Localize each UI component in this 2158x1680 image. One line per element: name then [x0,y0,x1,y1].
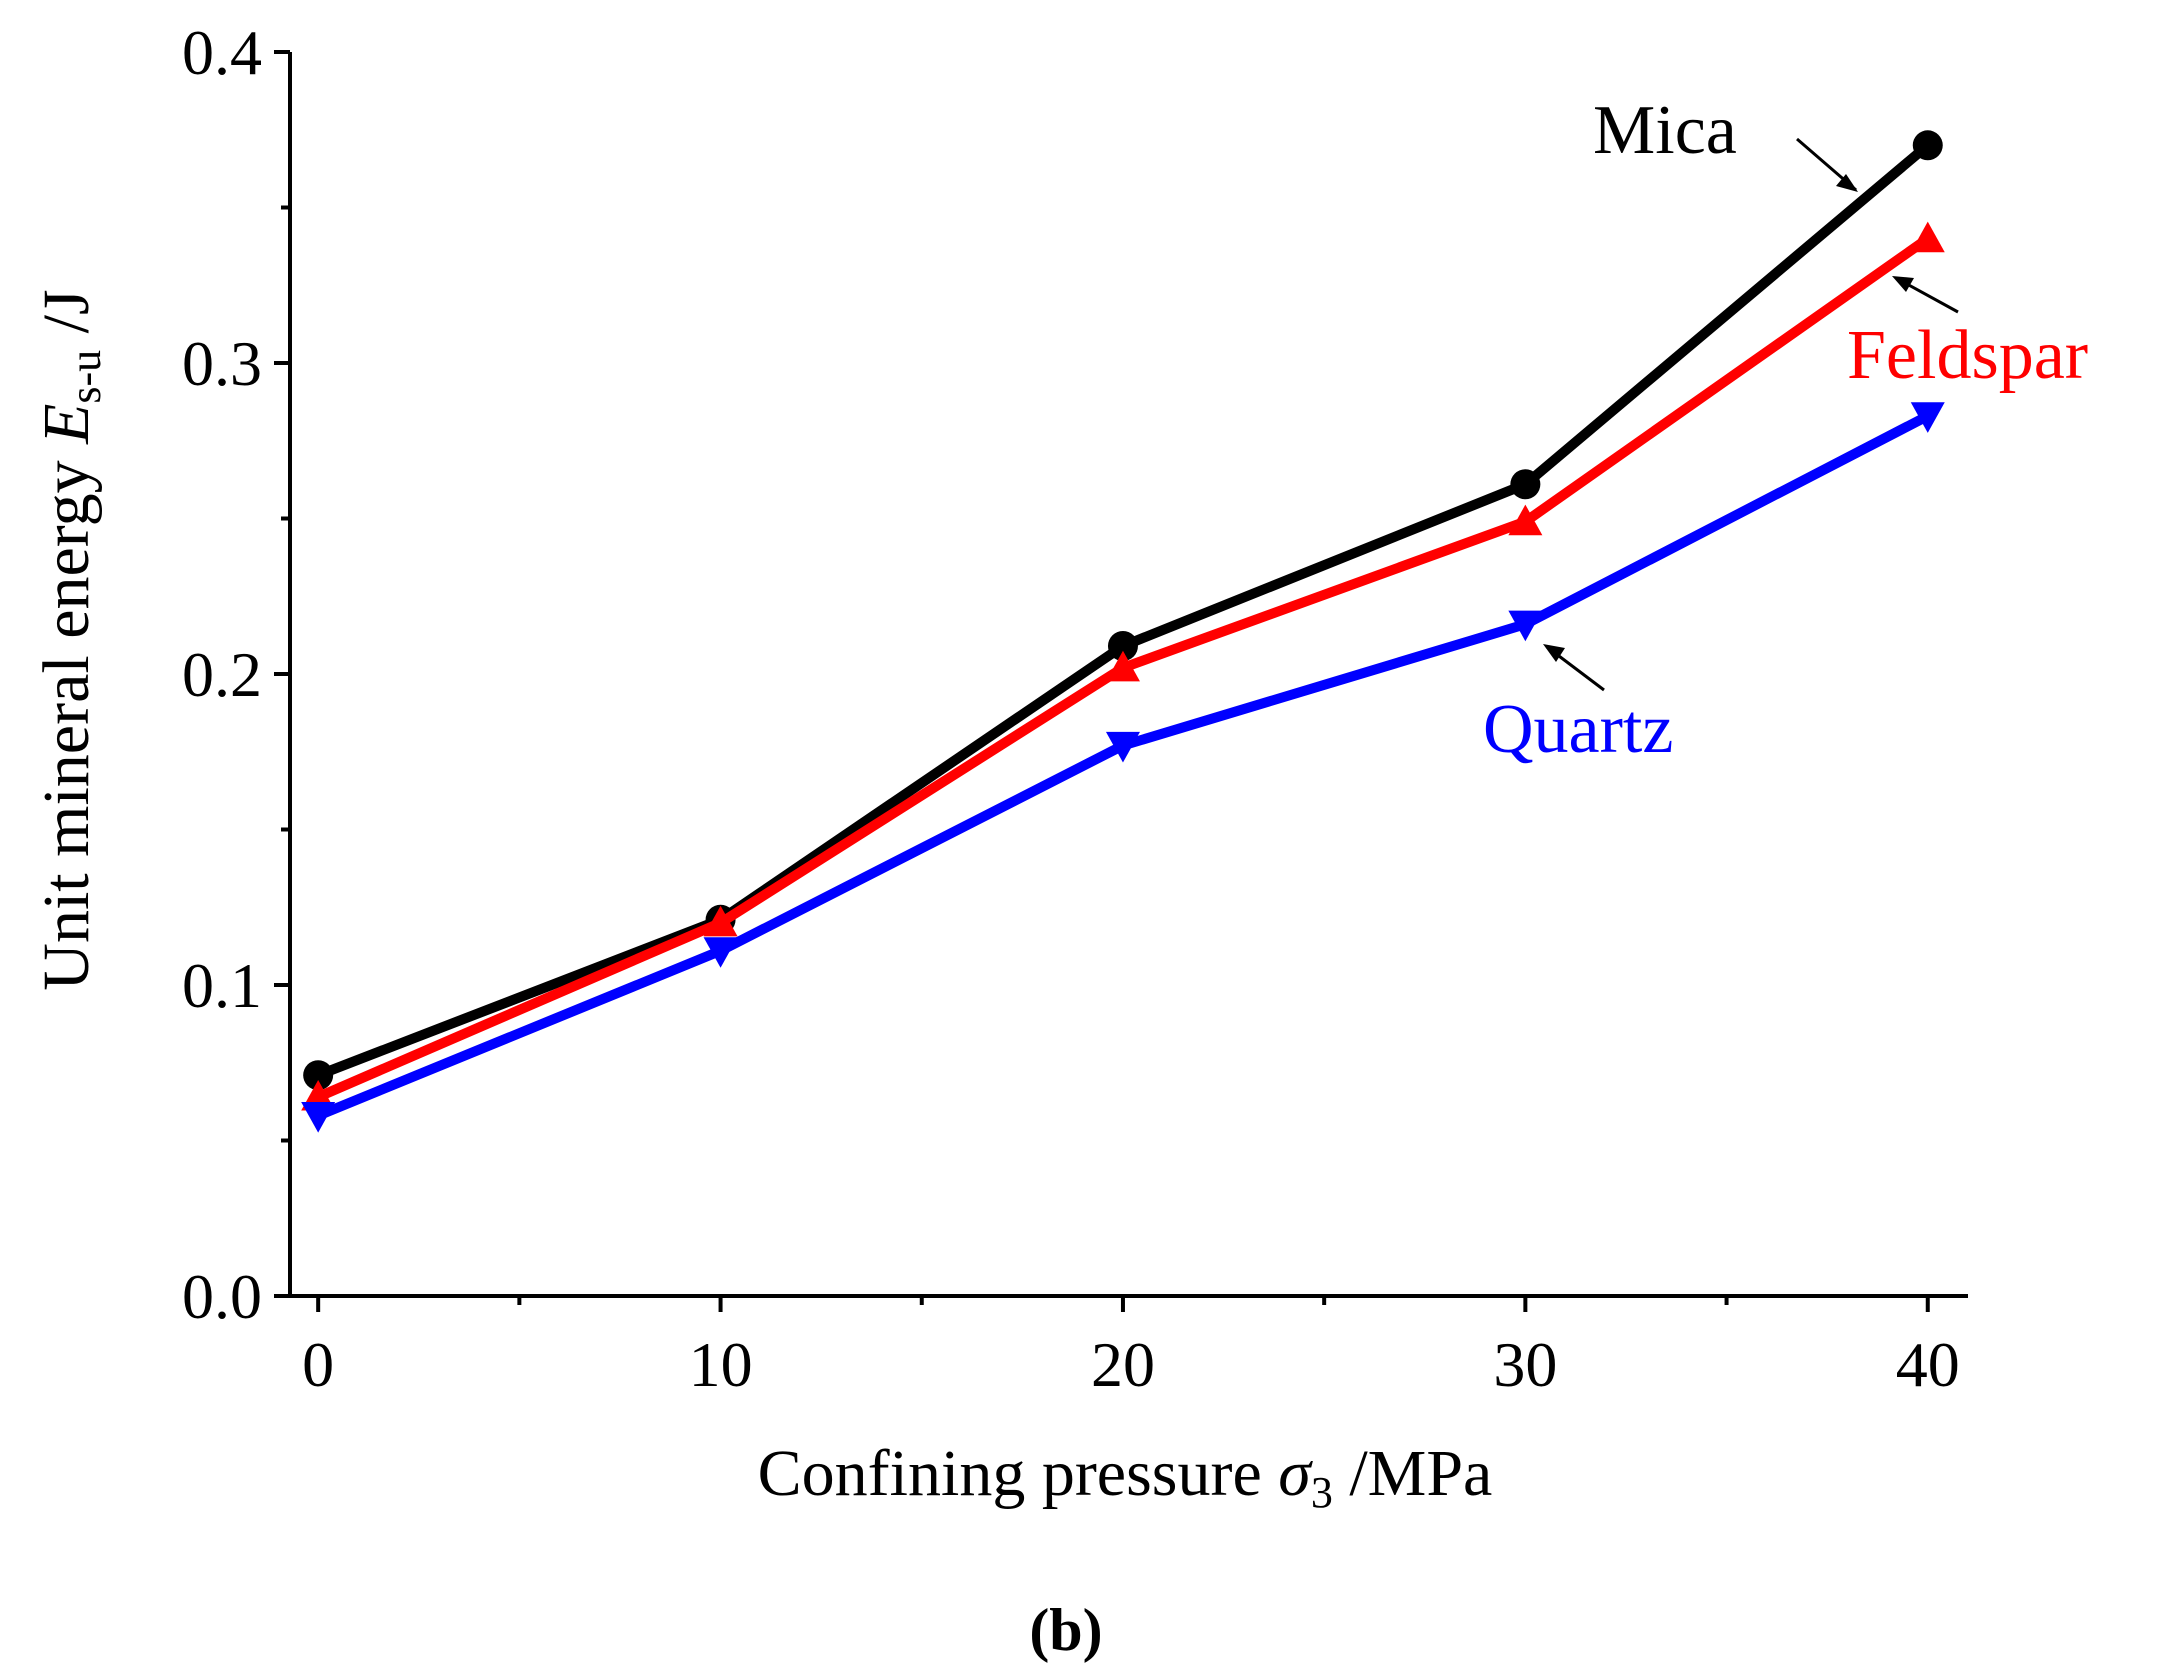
x-axis-title-unit: /MPa [1333,1437,1493,1510]
series-feldspar [301,221,1945,1111]
x-tick-label: 20 [1091,1329,1155,1400]
x-tick-label: 0 [302,1329,334,1400]
mica-point [1912,130,1943,161]
quartz-line [313,410,1933,1121]
quartz-point [1105,731,1140,763]
quartz-point [301,1102,336,1133]
x-axis-title-text: Confining pressure [758,1437,1279,1510]
mica-label: Mica [1593,92,1737,169]
mica-arrowhead [1836,174,1858,192]
y-axis-title-text: Unit mineral energy [30,444,103,991]
y-axis-title-unit: /J [30,289,103,350]
feldspar-label: Feldspar [1847,317,2088,394]
y-tick-label: 0.0 [182,1261,262,1332]
quartz-point [1910,402,1945,433]
y-tick-label: 0.2 [182,639,262,710]
mica-point [1510,469,1541,500]
feldspar-point [1910,221,1945,253]
x-axis-title: Confining pressure σ3 /MPa [758,1437,1493,1517]
y-tick-label: 0.3 [182,328,262,399]
series-mica [303,130,1943,1091]
series-layer [301,130,1945,1133]
y-axis-title: Unit mineral energy Es-u /J [30,289,110,990]
x-tick-label: 30 [1493,1329,1557,1400]
quartz-label: Quartz [1483,691,1673,768]
figure-caption: (b) [1029,1597,1102,1663]
x-axis-title-symbol: σ [1278,1437,1313,1510]
axis-ticks: 0.0 0.1 0.2 0.3 0.4 0 10 20 30 40 [182,17,1960,1400]
feldspar-point [1508,504,1543,536]
mica-line [313,140,1933,1081]
quartz-point [703,937,738,968]
y-tick-label: 0.4 [182,17,262,88]
y-axis-title-subscript: s-u [61,350,110,404]
x-tick-label: 40 [1896,1329,1960,1400]
quartz-point [1508,610,1543,642]
x-axis-title-subscript: 3 [1311,1468,1333,1517]
y-axis-title-symbol: E [30,404,103,445]
x-tick-label: 10 [689,1329,753,1400]
feldspar-point [703,905,738,937]
quartz-arrowhead [1543,644,1565,662]
mica-point [303,1060,334,1091]
feldspar-point [1105,650,1140,682]
feldspar-arrowhead [1892,276,1914,292]
y-tick-label: 0.1 [182,950,262,1021]
series-quartz [301,402,1945,1133]
mica-point [1107,631,1138,662]
